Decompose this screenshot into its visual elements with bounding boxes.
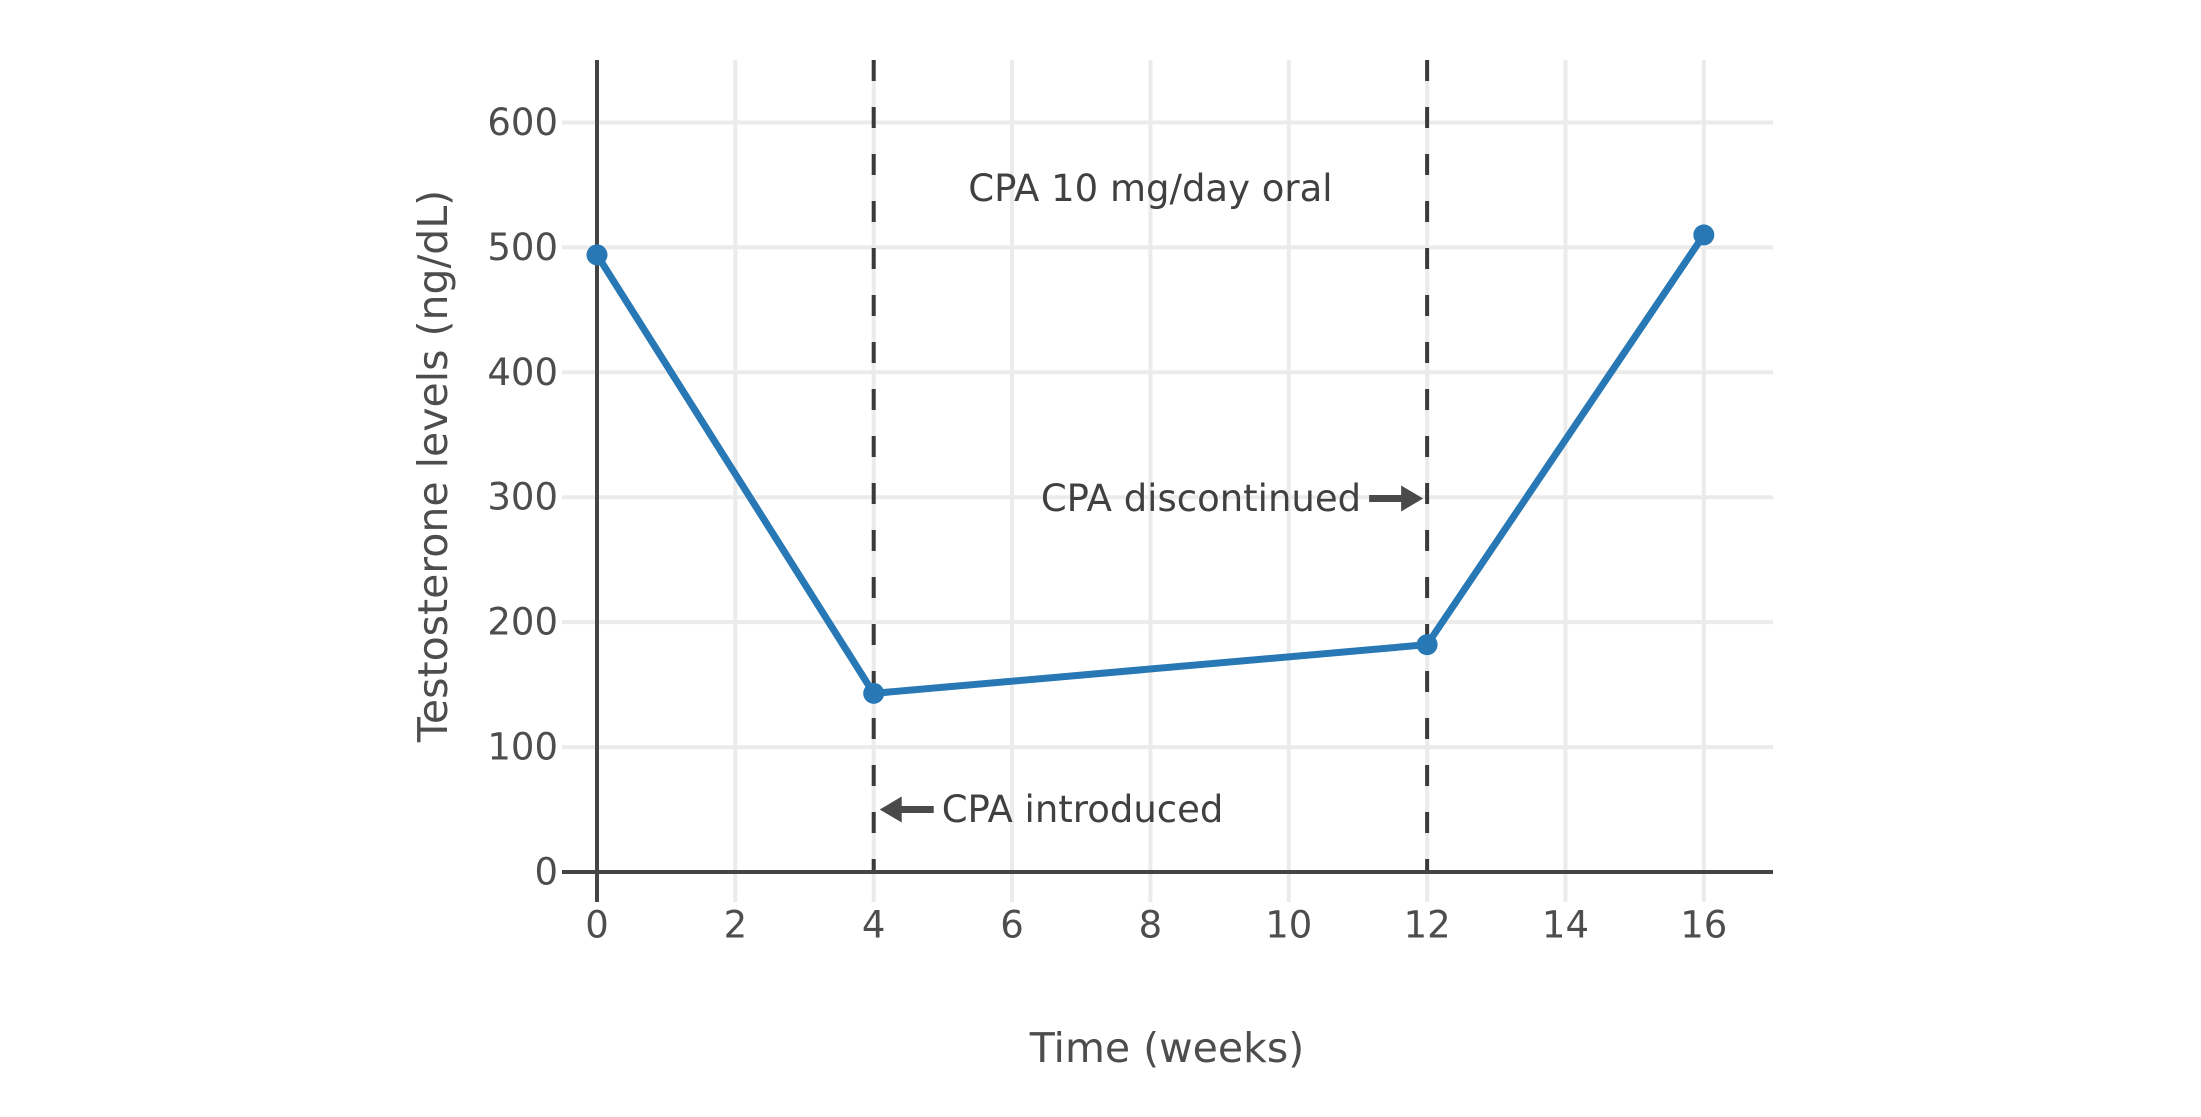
x-tick-label: 12: [1404, 904, 1451, 947]
grid-layer: [562, 60, 1773, 902]
vline-layer: [871, 60, 1430, 872]
x-tick-label: 16: [1680, 904, 1727, 947]
data-point-week-12: [1416, 634, 1438, 656]
cpa-introduced-label: CPA introduced: [942, 788, 1224, 831]
cpa-discontinued-label: CPA discontinued: [1041, 477, 1361, 520]
y-tick-label: 600: [487, 101, 558, 144]
x-axis-title: Time (weeks): [1029, 1024, 1304, 1072]
drug-period-label: CPA 10 mg/day oral: [968, 167, 1332, 210]
series-line: [593, 231, 1708, 697]
y-tick-label: 300: [487, 476, 558, 519]
data-point-week-16: [1693, 224, 1715, 246]
y-tick-label: 100: [487, 726, 558, 769]
x-tick-label: 2: [724, 904, 748, 947]
y-tick-label: 0: [534, 851, 558, 894]
x-tick-label: 6: [1000, 904, 1024, 947]
annotation-layer: CPA 10 mg/day oral CPA discontinued CPA in…: [879, 167, 1424, 831]
y-tick-label: 500: [487, 226, 558, 269]
data-point-week-4: [863, 682, 885, 704]
y-axis-title: Testosterone levels (ng/dL): [409, 190, 457, 743]
spine-layer: [562, 60, 1773, 902]
tick-layer: 0 2 4 6 8 10 12 14 16 0 100 200 300 400 500 600: [487, 101, 1727, 947]
x-tick-label: 8: [1139, 904, 1163, 947]
x-tick-label: 4: [862, 904, 886, 947]
y-tick-label: 400: [487, 351, 558, 394]
x-tick-label: 0: [585, 904, 609, 947]
left-arrow-icon: [879, 796, 902, 823]
series-layer: [586, 224, 1715, 704]
right-arrow-icon: [1401, 485, 1424, 512]
y-tick-label: 200: [487, 601, 558, 644]
x-tick-label: 10: [1265, 904, 1312, 947]
x-tick-label: 14: [1542, 904, 1589, 947]
data-point-week-0: [586, 244, 608, 266]
